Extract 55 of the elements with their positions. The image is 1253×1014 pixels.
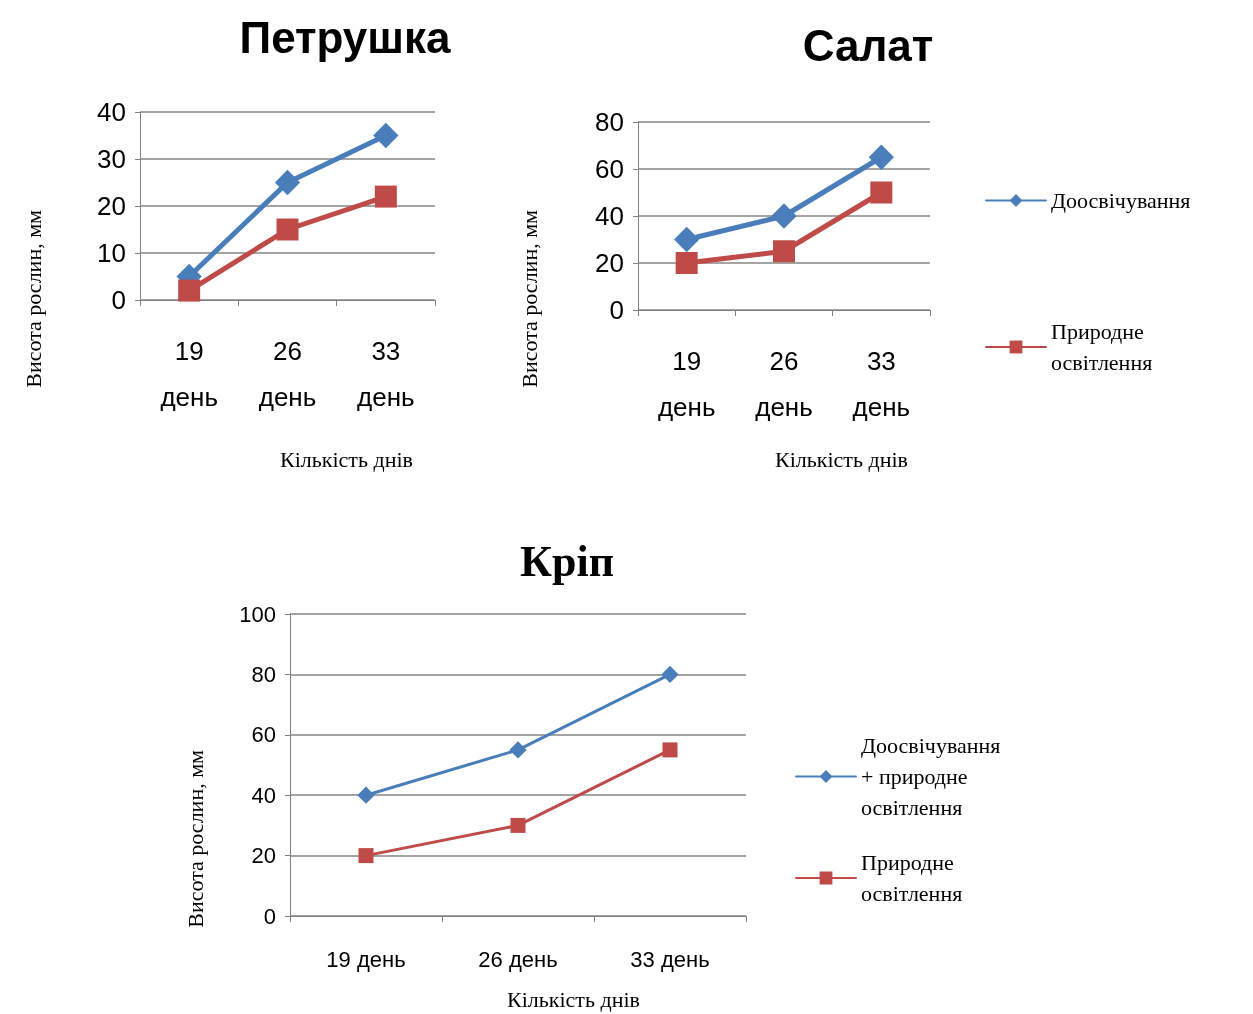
point [276,218,299,241]
point [274,169,301,196]
point [374,185,397,208]
point [662,742,678,758]
legend-label: Доосвічування [1051,188,1191,213]
y-tick-label: 0 [111,285,126,315]
chart-title: Салат [802,20,934,70]
x-tick-label: 19 день [657,346,716,422]
y-tick-label: 40 [595,201,624,231]
y-tick-label: 20 [595,248,624,278]
y-tick-label: 40 [97,97,126,127]
x-tick-label: 33 день [852,346,911,422]
x-axis-title: Кількість днів [280,446,413,472]
x-tick-label: 19 день [160,336,218,412]
y-tick-label: 40 [251,782,276,808]
point [870,181,893,204]
point [675,252,698,274]
point [510,817,526,833]
point [868,144,894,170]
x-axis-title: Кількість днів [507,986,640,1012]
chart-title: Петрушка [239,12,452,62]
y-tick-label: 30 [97,144,126,174]
y-tick-label: 60 [251,722,276,748]
y-axis-title: Висота рослин, мм [182,749,208,928]
x-axis-title: Кількість днів [775,446,908,472]
point [358,848,374,864]
y-tick-label: 10 [97,238,126,268]
point [771,203,797,229]
point [773,240,795,263]
y-tick-label: 80 [251,661,276,687]
x-tick-label: 33 день [357,336,415,412]
y-tick-label: 0 [263,903,276,929]
point [674,226,700,253]
y-tick-label: 20 [97,191,126,221]
legend-label: Доосвічування + природне освітлення [861,733,1001,820]
y-axis-title: Висота рослин, мм [20,209,46,388]
chart-title: Кріп [520,536,614,586]
y-tick-label: 80 [595,107,624,137]
y-tick-label: 0 [609,295,624,325]
point [178,279,201,302]
point [509,741,527,759]
legend-label: Природне освітлення [1051,319,1153,375]
x-tick-label: 33 день [630,946,710,972]
y-tick-label: 60 [595,154,624,184]
legend-label: Природне освітлення [861,850,963,906]
y-axis-title: Висота рослин, мм [516,209,542,388]
y-tick-label: 100 [239,601,276,627]
x-tick-label: 26 день [258,336,317,412]
y-tick-label: 20 [251,843,276,869]
point [357,786,375,804]
x-tick-label: 19 день [326,946,406,972]
point [373,122,399,149]
point [661,665,679,684]
x-tick-label: 26 день [478,946,558,972]
x-tick-label: 26 день [755,346,813,422]
